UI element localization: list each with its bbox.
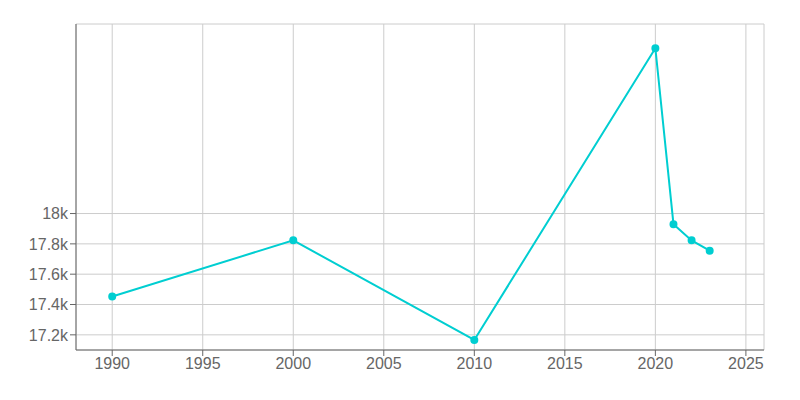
svg-text:17.6k: 17.6k bbox=[29, 266, 69, 283]
svg-text:2005: 2005 bbox=[366, 355, 402, 372]
svg-text:2000: 2000 bbox=[275, 355, 311, 372]
svg-text:2015: 2015 bbox=[547, 355, 583, 372]
svg-text:17.2k: 17.2k bbox=[29, 327, 69, 344]
svg-text:2020: 2020 bbox=[638, 355, 674, 372]
svg-text:17.4k: 17.4k bbox=[29, 296, 69, 313]
svg-text:1990: 1990 bbox=[94, 355, 130, 372]
svg-text:2010: 2010 bbox=[457, 355, 493, 372]
svg-text:1995: 1995 bbox=[185, 355, 221, 372]
svg-text:17.8k: 17.8k bbox=[29, 236, 69, 253]
svg-text:18k: 18k bbox=[42, 205, 69, 222]
svg-text:2025: 2025 bbox=[728, 355, 764, 372]
